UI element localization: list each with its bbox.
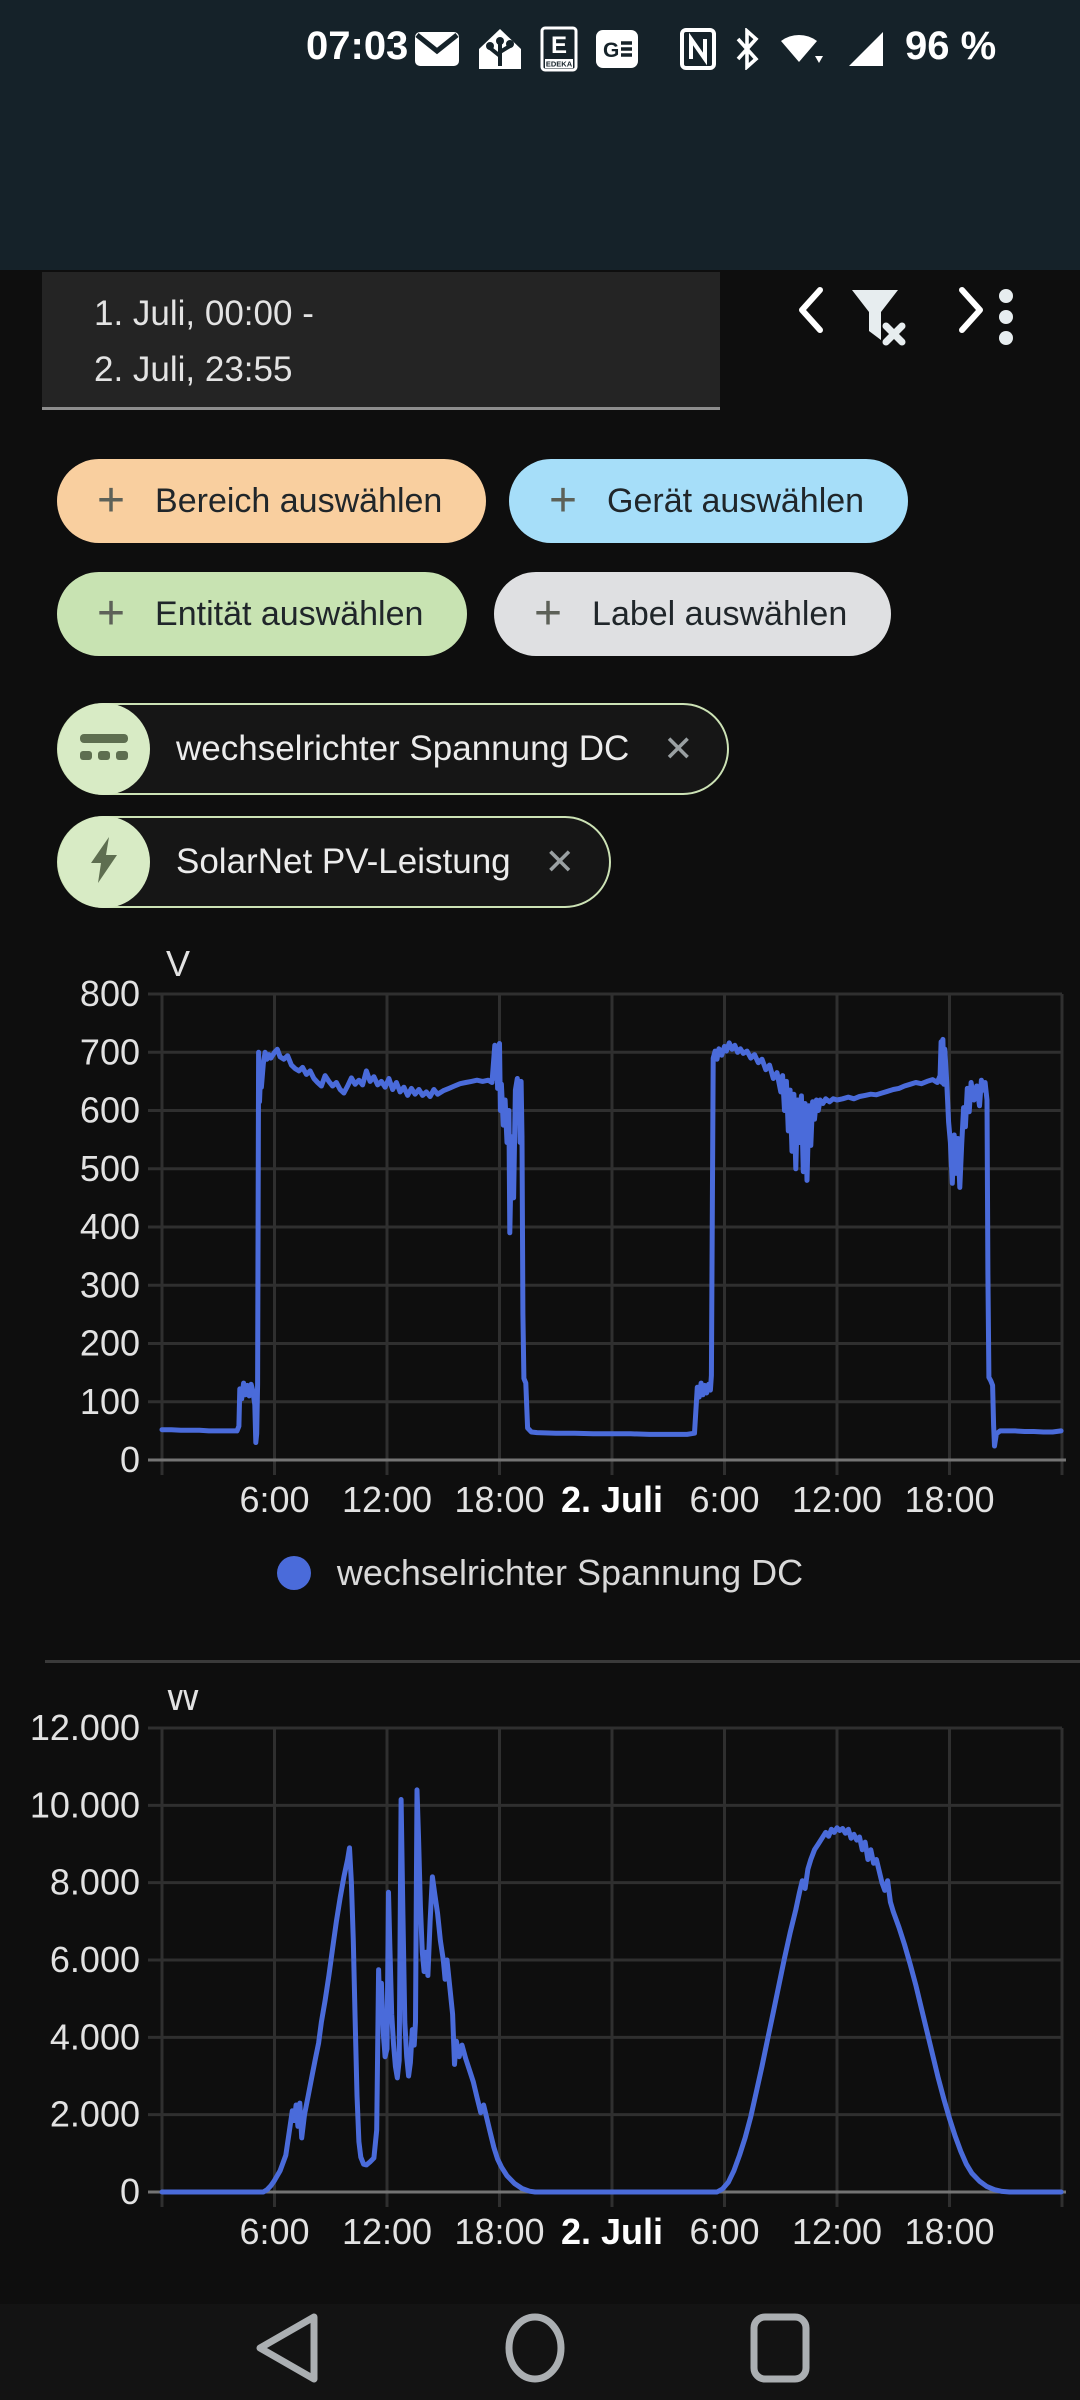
x-tick-label: 12:00	[342, 1479, 432, 1520]
y-tick-label: 8.000	[50, 1862, 140, 1903]
nav-recents-icon[interactable]	[750, 2313, 810, 2383]
close-icon[interactable]: ✕	[544, 841, 575, 882]
y-tick-label: 200	[80, 1323, 140, 1364]
x-tick-label: 18:00	[454, 2211, 544, 2252]
gmail-icon	[414, 31, 460, 67]
x-tick-label: 18:00	[904, 1479, 994, 1520]
y-tick-label: 100	[80, 1381, 140, 1422]
x-tick-label: 6:00	[239, 1479, 309, 1520]
bluetooth-icon	[734, 28, 760, 70]
x-tick-label: 2. Juli	[561, 2211, 663, 2252]
series-line	[159, 1036, 1064, 1449]
status-icons: E EDEKA G	[414, 26, 886, 72]
voltage-chart[interactable]: 800 700 600 500 400 300 200 100 0 V 6:00 12:00 18:00…	[0, 950, 1080, 1530]
y-tick-label: 800	[80, 973, 140, 1014]
chip-label: Gerät auswählen	[607, 481, 865, 520]
plus-icon: +	[97, 474, 126, 527]
home-assistant-icon	[478, 28, 522, 70]
y-tick-label: 4.000	[50, 2016, 140, 2057]
overflow-menu-button[interactable]	[984, 282, 1028, 352]
close-icon[interactable]: ✕	[663, 728, 694, 769]
plus-icon: +	[549, 474, 578, 527]
entity-chip-label: wechselrichter Spannung DC	[176, 729, 630, 768]
chart-legend[interactable]: wechselrichter Spannung DC	[0, 1552, 1080, 1594]
grid-lines	[148, 1726, 1064, 2207]
y-axis-unit: W	[166, 1690, 200, 1718]
y-tick-label: 0	[120, 2171, 140, 2212]
edeka-icon: E EDEKA	[540, 26, 578, 72]
entity-chip-label: SolarNet PV-Leistung	[176, 842, 511, 881]
select-entity-chip[interactable]: + Entität auswählen	[57, 572, 468, 656]
plus-icon: +	[97, 587, 126, 640]
chart-divider	[45, 1660, 1080, 1663]
date-range-field[interactable]: 1. Juli, 00:00 - 2. Juli, 23:55	[42, 272, 720, 410]
entity-chip-voltage[interactable]: wechselrichter Spannung DC ✕	[57, 703, 730, 795]
y-tick-label: 300	[80, 1264, 140, 1305]
current-dc-icon	[78, 730, 130, 769]
x-tick-label: 12:00	[792, 2211, 882, 2252]
y-tick-label: 500	[80, 1148, 140, 1189]
svg-text:EDEKA: EDEKA	[546, 60, 573, 69]
nav-back-icon[interactable]	[256, 2313, 318, 2383]
select-device-chip[interactable]: + Gerät auswählen	[509, 459, 909, 543]
y-tick-label: 600	[80, 1090, 140, 1131]
ge-app-icon: G	[596, 30, 638, 68]
next-period-button[interactable]	[942, 282, 998, 338]
nav-home-icon[interactable]	[505, 2313, 565, 2383]
app-bar: Verlauf	[0, 130, 1080, 347]
y-tick-label: 10.000	[30, 1784, 140, 1825]
y-tick-label: 700	[80, 1031, 140, 1072]
entity-chip-power[interactable]: SolarNet PV-Leistung ✕	[57, 816, 611, 908]
select-label-chip[interactable]: + Label auswählen	[494, 572, 892, 656]
chip-label: Label auswählen	[592, 594, 848, 633]
filter-remove-button[interactable]	[840, 282, 910, 352]
x-tick-label: 2. Juli	[561, 1479, 663, 1520]
series-line	[159, 1787, 1064, 2195]
legend-label: wechselrichter Spannung DC	[336, 1552, 804, 1593]
x-tick-label: 6:00	[689, 2211, 759, 2252]
x-tick-label: 6:00	[689, 1479, 759, 1520]
date-range-end: 2. Juli, 23:55	[94, 350, 293, 389]
power-chart[interactable]: 12.000 10.000 8.000 6.000 4.000 2.000 0 W 6:00 12…	[0, 1690, 1080, 2262]
header: 07:03 E EDEKA G	[0, 0, 1080, 347]
x-tick-label: 18:00	[454, 1479, 544, 1520]
x-tick-label: 6:00	[239, 2211, 309, 2252]
y-tick-label: 2.000	[50, 2094, 140, 2135]
y-tick-label: 400	[80, 1206, 140, 1247]
status-bar: 07:03 E EDEKA G	[0, 0, 1080, 88]
x-tick-label: 12:00	[792, 1479, 882, 1520]
x-tick-label: 18:00	[904, 2211, 994, 2252]
entity-avatar	[58, 816, 150, 908]
grid-lines	[148, 992, 1064, 1475]
plus-icon: +	[534, 587, 563, 640]
previous-period-button[interactable]	[784, 282, 840, 338]
chip-label: Entität auswählen	[155, 594, 424, 633]
y-tick-label: 6.000	[50, 1939, 140, 1980]
flash-icon	[87, 835, 121, 890]
chip-label: Bereich auswählen	[155, 481, 443, 520]
date-range-start: 1. Juli, 00:00 -	[94, 294, 314, 333]
legend-dot	[276, 1556, 311, 1590]
wifi-icon	[778, 28, 828, 70]
cell-signal-icon	[846, 29, 886, 69]
y-axis-unit: V	[166, 950, 190, 984]
x-tick-label: 12:00	[342, 2211, 432, 2252]
battery-percent: 96 %	[905, 24, 997, 68]
svg-text:E: E	[551, 32, 567, 59]
entity-avatar	[58, 703, 150, 795]
system-nav-bar	[0, 2304, 1080, 2400]
select-area-chip[interactable]: + Bereich auswählen	[57, 459, 487, 543]
y-tick-label: 0	[120, 1439, 140, 1480]
nfc-icon	[680, 28, 716, 70]
clock: 07:03	[306, 24, 409, 68]
y-tick-label: 12.000	[30, 1707, 140, 1748]
svg-text:G: G	[603, 39, 619, 62]
